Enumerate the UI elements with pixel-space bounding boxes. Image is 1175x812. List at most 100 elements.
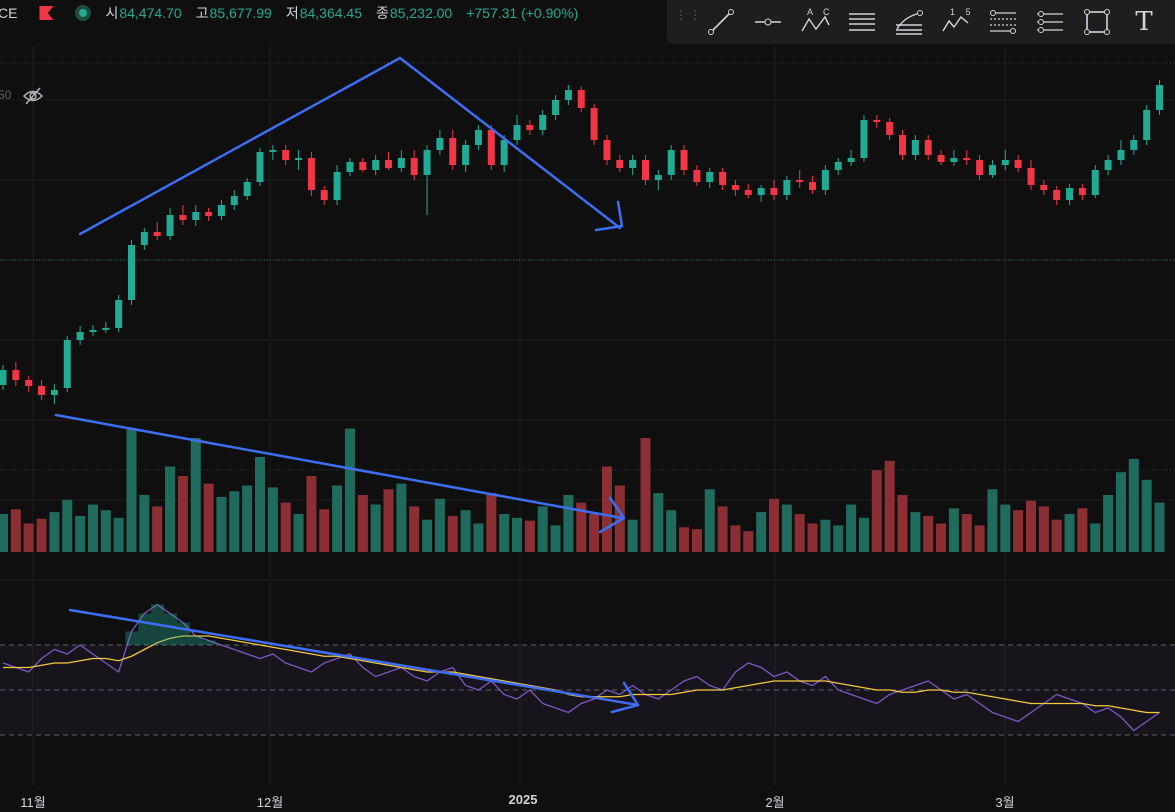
rsi-overbought-fill — [189, 636, 203, 645]
candle-body — [513, 125, 521, 140]
trendline-up — [78, 56, 402, 236]
x-axis-label-dec: 12월 — [256, 795, 284, 810]
volume-bar — [601, 466, 612, 552]
high-value: 85,677.99 — [209, 5, 272, 21]
volume-bar — [473, 523, 484, 552]
volume-bar — [948, 508, 959, 552]
candle-body — [1001, 160, 1009, 165]
candle-body — [654, 175, 662, 180]
candle-body — [50, 390, 58, 395]
volume-bar — [807, 523, 818, 552]
candle-body — [924, 140, 932, 155]
eye-hidden-icon[interactable] — [22, 86, 44, 106]
volume-bar — [897, 495, 908, 552]
candle-body — [346, 162, 354, 172]
candle-body — [0, 370, 7, 385]
candle-body — [590, 108, 598, 140]
candle-body — [12, 370, 20, 380]
open-value: 84,474.70 — [119, 5, 182, 21]
volume-bar — [640, 438, 651, 552]
candle-body — [963, 158, 971, 160]
candle-body — [307, 158, 315, 190]
volume-bar — [1154, 502, 1165, 552]
candle-body — [487, 130, 495, 165]
volume-bar — [794, 514, 805, 552]
trendline-down — [398, 56, 622, 230]
volume-bar — [589, 514, 600, 552]
symbol-name[interactable]: CE — [0, 5, 18, 21]
gann-fan-icon[interactable] — [1033, 5, 1067, 39]
candle-body — [1078, 188, 1086, 195]
candle-body — [719, 172, 727, 185]
rsi-overbought-fill — [125, 631, 139, 645]
abcd-pattern-icon[interactable]: A C — [798, 5, 832, 39]
volume-bar — [1128, 458, 1139, 552]
volume-bar — [691, 529, 702, 552]
text-tool-icon[interactable]: T — [1127, 5, 1161, 39]
volume-bar — [653, 493, 664, 552]
volume-bar — [769, 498, 779, 552]
volume-bar — [190, 438, 201, 552]
candle-body — [1091, 170, 1099, 195]
pitchfork-icon[interactable] — [986, 5, 1020, 39]
volume-bar — [1051, 519, 1062, 552]
volume-bar — [666, 510, 677, 552]
volume-bar — [858, 517, 869, 552]
volume-bar — [1090, 523, 1101, 552]
fib-retracement-icon[interactable] — [892, 5, 926, 39]
candle-body — [385, 160, 392, 168]
candle-body — [937, 155, 945, 162]
parallel-channel-icon[interactable] — [845, 5, 879, 39]
volume-bar — [730, 525, 741, 552]
volume-bar — [846, 504, 857, 552]
volume-bar — [344, 428, 355, 552]
candle-body — [976, 160, 984, 175]
candle-body — [359, 162, 367, 170]
rectangle-icon[interactable] — [1080, 5, 1114, 39]
candle-body — [166, 215, 174, 236]
candle-body — [770, 188, 778, 195]
candle-body — [796, 180, 804, 182]
candle-body — [693, 170, 701, 182]
candle-body — [63, 340, 71, 388]
volume-bar — [370, 504, 381, 552]
volume-bar — [1000, 504, 1011, 552]
candle-body — [397, 158, 405, 168]
volume-bar — [974, 525, 985, 552]
rsi-overbought-fill — [164, 613, 178, 645]
flag-icon[interactable] — [39, 6, 54, 20]
volume-bar — [1064, 514, 1075, 552]
candlestick-series — [0, 80, 1163, 404]
candle-body — [243, 182, 251, 196]
candle-body — [1117, 150, 1125, 160]
candle-body — [1040, 185, 1048, 190]
rsi-overbought-fill — [202, 640, 216, 645]
candle-body — [140, 232, 148, 245]
candle-body — [1066, 188, 1074, 200]
volume-bar — [679, 527, 690, 552]
volume-bar — [499, 514, 510, 552]
change-value: +757.31 (+0.90%) — [466, 5, 579, 21]
horizontal-ray-icon[interactable] — [751, 5, 785, 39]
volume-bar — [422, 519, 433, 552]
volume-bar — [255, 457, 265, 552]
volume-bar — [100, 510, 111, 552]
low-value: 84,364.45 — [299, 5, 363, 21]
volume-bar — [293, 514, 304, 552]
trend-annotations — [54, 56, 640, 714]
volume-bars — [0, 428, 1165, 552]
x-axis-label-2025: 2025 — [508, 792, 538, 807]
candle-body — [462, 145, 470, 165]
volume-bar — [319, 509, 330, 552]
candle-body — [128, 245, 135, 300]
elliott-wave-icon[interactable]: 1 5 — [939, 5, 973, 39]
volume-bar — [36, 518, 47, 552]
candle-body — [102, 328, 110, 330]
candle-body — [89, 330, 97, 332]
candle-body — [256, 152, 264, 182]
trend-line-icon[interactable] — [704, 5, 738, 39]
drag-handle-icon[interactable]: ⋮⋮ — [675, 8, 703, 22]
volume-bar — [871, 470, 882, 552]
candle-body — [1027, 168, 1035, 185]
